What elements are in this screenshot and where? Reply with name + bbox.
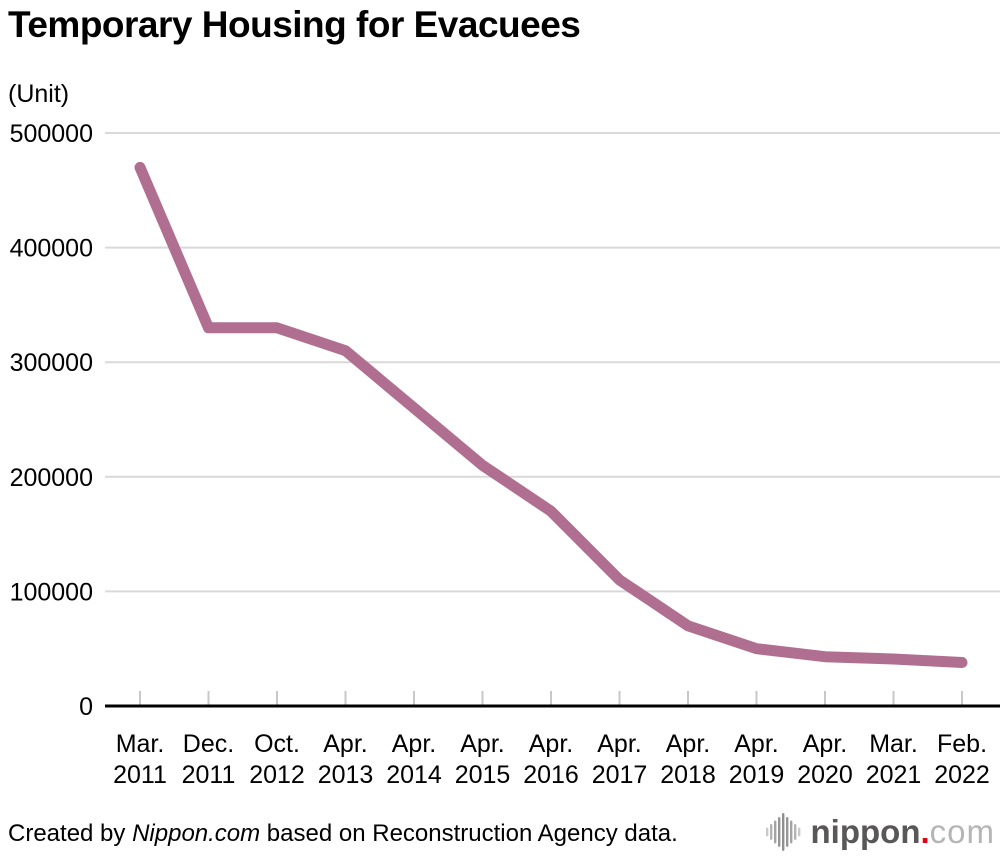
logo-tld: com [929,813,995,850]
nippon-logo-text: nippon.com [811,813,995,851]
waveform-bar [785,817,788,847]
y-axis-label: 0 [79,693,93,721]
y-axis-label: 500000 [10,120,93,148]
x-axis-label: Apr. 2013 [318,730,374,789]
x-axis-label: Apr. 2019 [729,730,785,789]
x-axis-label: Mar. 2011 [113,730,167,789]
y-axis-label: 200000 [10,464,93,492]
waveform-bar [797,827,800,837]
y-axis-label: 400000 [10,235,93,263]
x-axis-label: Oct. 2012 [249,730,305,789]
waveform-bar [781,813,784,851]
x-axis-label: Feb. 2022 [934,730,990,789]
credit-source: Nippon.com [132,820,261,847]
x-axis-label: Apr. 2017 [592,730,648,789]
waveform-icon [765,813,800,851]
credit-suffix: based on Reconstruction Agency data. [260,820,678,847]
nippon-logo: nippon.com [765,812,995,852]
waveform-bar [793,824,796,840]
waveform-bar [773,820,776,844]
y-axis-label: 300000 [10,349,93,377]
footer: Created by Nippon.com based on Reconstru… [8,813,1000,856]
waveform-bar [765,827,768,837]
x-axis-label: Dec. 2011 [182,730,236,789]
credit-text: Created by Nippon.com based on Reconstru… [8,820,678,848]
x-axis-label: Apr. 2015 [455,730,511,789]
x-axis-label: Apr. 2016 [523,730,579,789]
waveform-bar [777,817,780,847]
y-axis-label: 100000 [10,578,93,606]
x-axis-label: Apr. 2014 [386,730,442,789]
data-line [134,161,968,668]
unit-label: (Unit) [8,80,70,108]
x-axis-label: Apr. 2018 [660,730,716,789]
waveform-bar [769,824,772,840]
x-axis-label: Apr. 2020 [797,730,853,789]
chart-title: Temporary Housing for Evacuees [8,4,581,45]
x-axis-label: Mar. 2021 [866,730,922,789]
logo-name: nippon [810,813,921,850]
credit-prefix: Created by [8,820,133,847]
logo-dot: . [920,813,930,850]
waveform-bar [789,820,792,844]
